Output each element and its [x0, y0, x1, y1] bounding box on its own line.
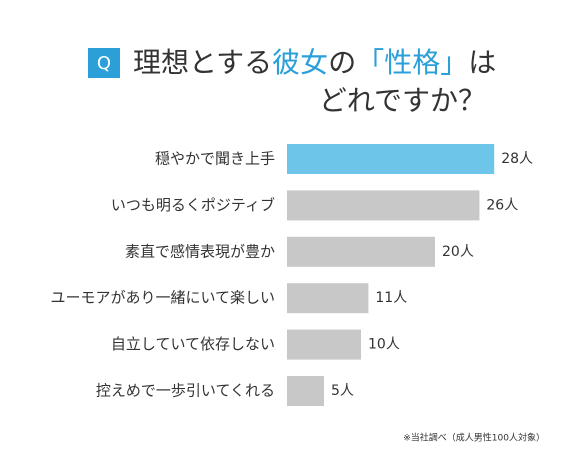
bar	[287, 283, 369, 314]
value-label: 5人	[331, 383, 354, 399]
badge: Q	[97, 53, 111, 74]
value-label: 11人	[375, 290, 407, 306]
value-label: 20人	[442, 244, 474, 260]
title-part: 彼女	[272, 46, 328, 79]
category-label: いつも明るくポジティブ	[111, 196, 275, 214]
title-part: の	[328, 46, 356, 79]
chart-title-line2: どれですか？	[319, 84, 486, 117]
category-label: 素直で感情表現が豊か	[125, 242, 275, 260]
bar	[287, 329, 361, 360]
value-label: 26人	[486, 197, 518, 213]
bar	[287, 236, 435, 267]
title-part: は	[468, 46, 496, 79]
badge-box	[88, 48, 120, 78]
footnote: ※当社調べ（成人男性100人対象）	[403, 432, 545, 444]
chart-title: 理想とする彼女の「性格」は	[133, 46, 496, 79]
title-part: 理想とする	[133, 46, 272, 79]
value-label: 10人	[368, 337, 400, 353]
category-label: 穏やかで聞き上手	[155, 150, 275, 168]
bar	[287, 190, 480, 221]
category-label: ユーモアがあり一緒にいて楽しい	[50, 289, 275, 307]
category-label: 自立していて依存しない	[111, 335, 275, 353]
value-label: 28人	[501, 151, 533, 167]
title-part: 「性格」	[356, 46, 468, 79]
category-label: 控えめで一歩引いてくれる	[96, 382, 275, 400]
bar	[287, 144, 495, 174]
bar	[287, 376, 324, 406]
